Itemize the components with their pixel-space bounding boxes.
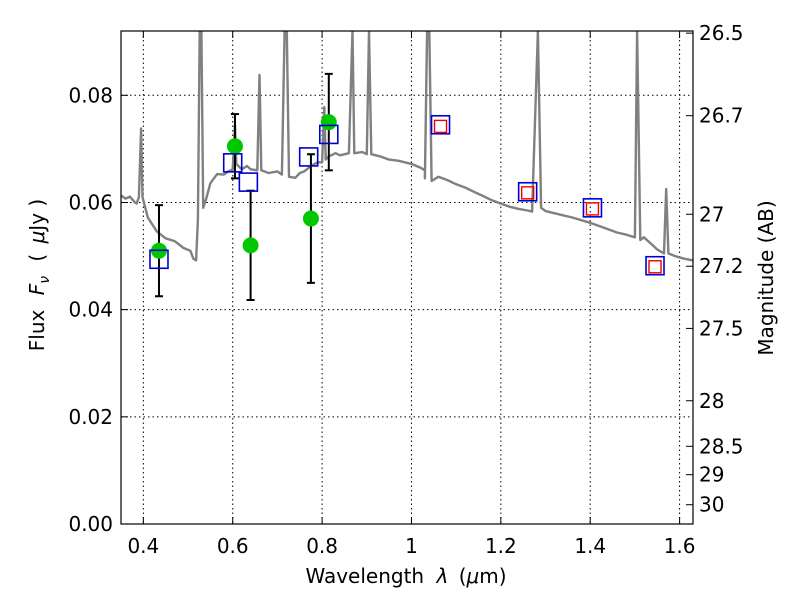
x-tick-label: 0.4 (127, 534, 159, 558)
x-tick-label: 0.6 (217, 534, 249, 558)
y2-tick-label: 28 (699, 389, 724, 413)
model-band-square (582, 198, 603, 218)
y-tick-label: 0.02 (68, 405, 113, 429)
y2-tick-label: 26.7 (699, 104, 744, 128)
y2-axis-title: Magnitude (AB) (754, 200, 778, 355)
y2-tick-label: 28.5 (699, 434, 744, 458)
model-band-square (238, 172, 259, 192)
model-band-square (222, 153, 243, 173)
model-band-square (149, 249, 169, 270)
observed-point (226, 138, 243, 155)
y2-tick-label: 29 (699, 463, 724, 487)
y-tick-label: 0.06 (68, 190, 113, 214)
model-band-square (645, 255, 665, 276)
model-band-square (517, 181, 538, 202)
x-tick-label: 1.4 (574, 534, 606, 558)
y-tick-label: 0.08 (68, 83, 113, 107)
x-axis-title: Wavelength λ (μm) (305, 564, 506, 588)
y-axis-title: Flux Fν ( μJy ) (25, 199, 54, 351)
y2-tick-label: 27.2 (699, 254, 744, 278)
y-tick-label: 0.00 (68, 512, 113, 536)
model-band-square (430, 114, 451, 135)
x-tick-label: 1.2 (485, 534, 517, 558)
observed-point (302, 210, 319, 227)
y-tick-label: 0.04 (68, 298, 113, 322)
tick-layer: 0.4 0.6 0.8 1 1.2 1.4 1.6 0.00 0.02 0.04 0.06 0.08 2… (68, 21, 743, 558)
observed-point (242, 237, 259, 254)
predicted-band-square (520, 186, 535, 200)
x-tick-label: 1.6 (664, 534, 696, 558)
plot-layer (121, 31, 693, 302)
y2-tick-label: 30 (699, 493, 724, 517)
predicted-band-square (648, 260, 662, 274)
observed-point (320, 114, 337, 131)
predicted-band-square (585, 202, 600, 216)
predicted-band-square (433, 119, 448, 134)
grid-layer (121, 31, 693, 525)
model-band-square (298, 147, 319, 167)
x-tick-label: 0.8 (306, 534, 338, 558)
model-band-square (318, 124, 339, 145)
y2-tick-label: 27.5 (699, 316, 744, 340)
y2-tick-label: 26.5 (699, 21, 744, 45)
y2-tick-label: 27 (699, 202, 724, 226)
spectrum-line (121, 31, 693, 262)
x-tick-label: 1 (405, 534, 418, 558)
plot-frame (120, 30, 694, 525)
